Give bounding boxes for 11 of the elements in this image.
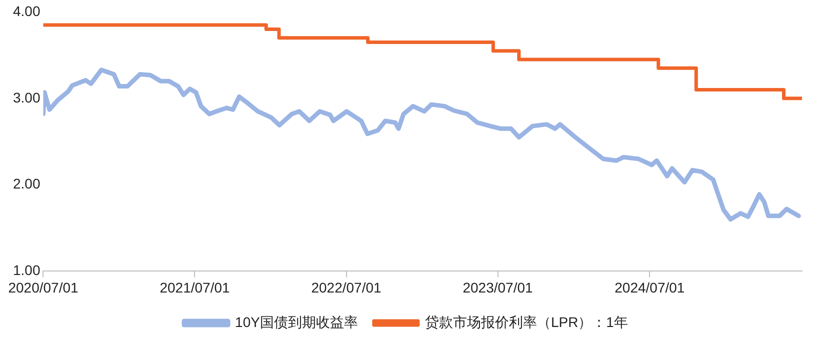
- x-tick-label: 2024/07/01: [614, 279, 685, 296]
- legend-label: 贷款市场报价利率（LPR）：1年: [424, 314, 628, 330]
- x-tick-label: 2022/07/01: [311, 279, 382, 296]
- y-tick-label: 2.00: [13, 176, 40, 192]
- y-tick-label: 4.00: [13, 2, 40, 19]
- legend-label: 10Y国债到期收益率: [235, 314, 358, 330]
- y-tick-label: 3.00: [13, 89, 40, 106]
- x-tick-label: 2021/07/01: [160, 279, 230, 296]
- x-tick-label: 2020/07/01: [8, 279, 78, 296]
- x-tick-label: 2023/07/01: [462, 279, 533, 296]
- y-tick-label: 1.00: [13, 262, 40, 278]
